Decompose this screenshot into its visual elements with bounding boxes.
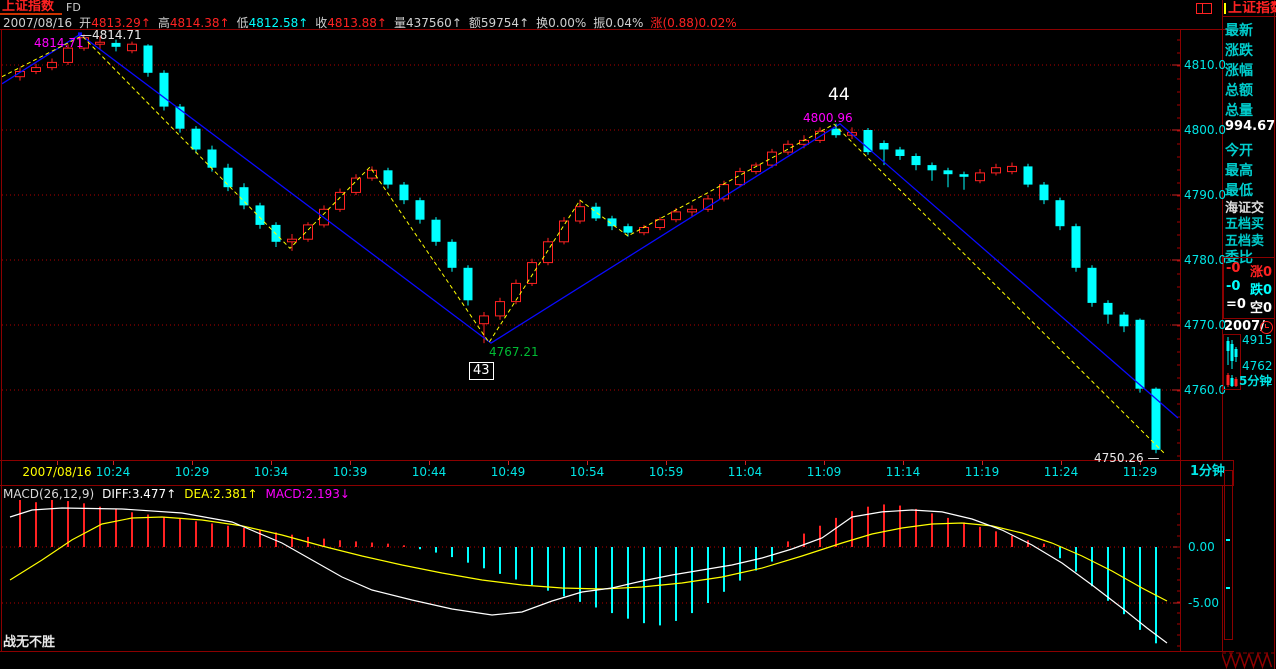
price-tick-label: 4770.0 <box>1184 318 1226 332</box>
window-icon[interactable] <box>1196 3 1212 14</box>
time-tick-mark <box>192 461 193 465</box>
pivot-44: 44 <box>828 85 850 105</box>
sidebar-item: 最高 <box>1225 163 1253 179</box>
page-title: 上证指数 <box>2 0 55 14</box>
quote-field: 换0.00% <box>536 16 587 30</box>
macd-field: DEA:2.381↑ <box>184 487 258 501</box>
time-tick-label: 10:49 <box>490 465 526 479</box>
counter-row: -0 涨0 <box>1226 261 1272 280</box>
macd-field: MACD(26,12,9) <box>3 487 95 501</box>
main-chart[interactable] <box>1 30 1180 465</box>
time-tick-mark <box>824 461 825 465</box>
zigzag-decoration <box>1221 651 1274 669</box>
sidebar-item: 最新 <box>1225 23 1253 39</box>
macd-tick-label: -5.00 <box>1188 596 1220 610</box>
price-tick-label: 4760.0 <box>1184 383 1226 397</box>
macd-field: MACD:2.193↓ <box>265 487 350 501</box>
quote-field: 开4813.29↑ <box>79 16 151 30</box>
time-tick-label: 10:24 <box>95 465 131 479</box>
time-tick-label: 11:19 <box>964 465 1000 479</box>
time-tick-mark <box>113 461 114 465</box>
time-tick-label: 10:59 <box>648 465 684 479</box>
macd-header: MACD(26,12,9) DIFF:3.477↑ DEA:2.381↑ MACD:2… <box>3 487 358 501</box>
time-tick-mark <box>1140 461 1141 465</box>
time-tick-mark <box>1061 461 1062 465</box>
sidebar-item: 994.67 <box>1225 119 1275 134</box>
time-tick-label: 11:14 <box>885 465 921 479</box>
last-low-price: 4750.26 — <box>1094 451 1160 465</box>
mini-high: 4915 <box>1242 333 1273 347</box>
peak-price-magenta: 4814.71 <box>34 36 84 50</box>
price-tick-label: 4810.0 <box>1184 58 1226 72</box>
period-label-main[interactable]: 1分钟 <box>1190 464 1226 479</box>
quote-field: 收4813.88↑ <box>315 16 387 30</box>
price-tick-label: 4800.0 <box>1184 123 1226 137</box>
quote-field: 2007/08/16 <box>3 16 73 30</box>
time-tick-label: 10:39 <box>332 465 368 479</box>
sidebar-item: 今开 <box>1225 143 1253 159</box>
price-tick-label: 4780.0 <box>1184 253 1226 267</box>
macd-field: DIFF:3.477↑ <box>102 487 177 501</box>
quote-field: 高4814.38↑ <box>157 16 230 30</box>
slogan: 战无不胜 <box>3 635 56 650</box>
sidebar-item: 委比 <box>1225 250 1253 266</box>
time-tick-label: 11:09 <box>806 465 842 479</box>
time-tick-mark <box>508 461 509 465</box>
counter-box <box>1223 257 1275 319</box>
sidebar-item: 涨幅 <box>1225 63 1253 79</box>
counter-row: -0 跌0 <box>1226 279 1272 298</box>
price-tick-label: 4790.0 <box>1184 188 1226 202</box>
mini-chart[interactable] <box>1223 334 1241 390</box>
time-tick-mark <box>982 461 983 465</box>
sidebar-item: 总额 <box>1225 83 1253 99</box>
sidebar-scrollbar[interactable] <box>1224 470 1233 640</box>
title-underline <box>0 13 62 15</box>
trough-price: 4767.21 <box>489 345 539 359</box>
macd-chart[interactable] <box>2 498 1180 655</box>
pivot-43: 43 <box>469 362 494 380</box>
quote-line: 2007/08/16 开4813.29↑ 高4814.38↑ 低4812.58↑ 收48… <box>3 14 744 31</box>
time-tick-label: 10:54 <box>569 465 605 479</box>
sidebar-item: 最低 <box>1225 183 1253 199</box>
time-tick-mark <box>745 461 746 465</box>
time-tick-mark <box>57 461 58 465</box>
clock-text: 2007/ <box>1224 319 1265 334</box>
sidebar: 上证指数 <box>1222 0 1276 669</box>
sidebar-title: 上证指数 <box>1228 1 1276 16</box>
sidebar-item: 总量 <box>1225 103 1253 119</box>
peak2-price: 4800.96 <box>803 111 853 125</box>
time-tick-mark <box>903 461 904 465</box>
quote-field: 低4812.58↑ <box>236 16 309 30</box>
period-label-mini[interactable]: 5分钟 <box>1239 374 1272 388</box>
time-tick-label: 11:04 <box>727 465 763 479</box>
time-tick-label: 10:29 <box>174 465 210 479</box>
macd-tick-label: 0.00 <box>1188 540 1215 554</box>
time-tick-mark <box>666 461 667 465</box>
mini-page: 2 <box>1266 375 1273 388</box>
counter-row: =0 空0 <box>1226 297 1272 316</box>
quote-field: 额59754↑ <box>468 16 530 30</box>
sidebar-item: 涨跌 <box>1225 43 1253 59</box>
sidebar-item: 海证交 <box>1225 201 1265 216</box>
sidebar-item: 五档卖 <box>1225 234 1265 249</box>
sidebar-title-tick <box>1224 3 1226 14</box>
time-tick-label: 10:34 <box>253 465 289 479</box>
time-tick-label: 11:24 <box>1043 465 1079 479</box>
quote-field: 涨(0.88)0.02% <box>650 16 737 30</box>
quote-field: 量437560↑ <box>393 16 462 30</box>
time-tick-mark <box>429 461 430 465</box>
mini-low: 4762 <box>1242 359 1273 373</box>
quote-field: 振0.04% <box>593 16 644 30</box>
time-tick-mark <box>271 461 272 465</box>
sidebar-item: 五档买 <box>1225 217 1265 232</box>
time-tick-label: 11:29 <box>1122 465 1158 479</box>
chart-mode-label: FD <box>66 1 81 14</box>
time-tick-mark <box>587 461 588 465</box>
time-tick-mark <box>350 461 351 465</box>
time-tick-label: 2007/08/16 <box>22 465 92 479</box>
peak-price-white: —4814.71 <box>80 28 142 42</box>
time-tick-label: 10:44 <box>411 465 447 479</box>
clock-icon <box>1260 321 1273 334</box>
